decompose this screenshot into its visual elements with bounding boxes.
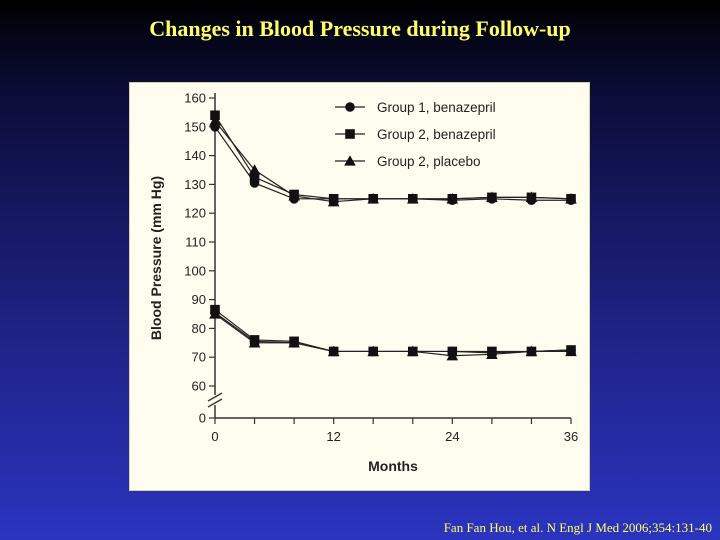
- legend-label: Group 2, placebo: [377, 154, 481, 169]
- citation: Fan Fan Hou, et al. N Engl J Med 2006;35…: [443, 520, 712, 535]
- legend-label: Group 1, benazepril: [377, 100, 496, 115]
- axis-break-mark: [207, 392, 223, 402]
- y-tick-label: 100: [184, 263, 206, 278]
- data-point-triangle-diastolic: [327, 345, 340, 357]
- data-point-triangle-systolic: [486, 191, 498, 202]
- x-tick-label: 36: [564, 429, 578, 444]
- y-tick-label: 140: [184, 148, 206, 163]
- y-tick-label: 120: [184, 206, 206, 221]
- legend-marker-triangle: [344, 155, 356, 166]
- data-point-square-systolic: [249, 172, 260, 182]
- x-axis-title: Months: [368, 458, 418, 474]
- series-line-square-diastolic: [214, 309, 572, 353]
- y-tick-label: 70: [192, 350, 206, 365]
- data-point-triangle-systolic: [525, 191, 538, 202]
- y-tick-label: 60: [192, 379, 206, 394]
- y-tick-label: 90: [192, 292, 206, 307]
- series-line-triangle-systolic: [214, 120, 572, 203]
- axis-break-mark: [207, 398, 223, 408]
- y-tick-label: 80: [192, 321, 206, 336]
- data-point-triangle-diastolic: [486, 348, 498, 359]
- data-point-triangle-diastolic: [367, 345, 380, 357]
- y-tick-label: 110: [185, 235, 206, 250]
- data-point-triangle-systolic: [367, 193, 380, 204]
- legend-marker-square: [345, 129, 355, 139]
- data-point-triangle-systolic: [248, 164, 261, 175]
- legend-label: Group 2, benazepril: [377, 127, 496, 142]
- data-point-triangle-systolic: [288, 190, 300, 201]
- chart-panel: 0 60 70 80 90 100 110 120 130 140 150 160 0 12 24 36 Mon…: [129, 82, 590, 491]
- x-tick-label: 12: [326, 429, 340, 444]
- y-axis-title: Blood Pressure (mm Hg): [148, 176, 164, 340]
- data-point-triangle-systolic: [565, 193, 577, 204]
- data-point-triangle-diastolic: [209, 308, 221, 319]
- data-point-triangle-diastolic: [288, 337, 300, 348]
- slide-title: Changes in Blood Pressure during Follow-…: [149, 16, 571, 41]
- data-point-triangle-diastolic: [248, 337, 261, 348]
- data-point-triangle-systolic: [327, 195, 340, 207]
- x-tick-label: 0: [211, 429, 218, 444]
- data-point-triangle-systolic: [446, 193, 459, 204]
- legend-marker-circle: [345, 102, 355, 112]
- data-point-triangle-systolic: [209, 115, 221, 126]
- data-point-triangle-systolic: [406, 193, 419, 204]
- data-point-triangle-diastolic: [446, 349, 459, 361]
- series-line-triangle-diastolic: [214, 313, 571, 357]
- data-point-triangle-diastolic: [406, 345, 419, 357]
- x-tick-label: 24: [445, 429, 459, 444]
- data-point-triangle-diastolic: [525, 345, 538, 357]
- data-point-triangle-diastolic: [565, 345, 577, 357]
- y-tick-label: 0: [199, 411, 206, 426]
- blood-pressure-chart: 0 60 70 80 90 100 110 120 130 140 150 160 0 12 24 36 Mon…: [148, 91, 578, 475]
- series-line-circle-diastolic: [214, 312, 572, 354]
- y-tick-label: 130: [184, 177, 206, 192]
- y-tick-label: 160: [184, 91, 206, 106]
- y-tick-label: 150: [184, 119, 206, 134]
